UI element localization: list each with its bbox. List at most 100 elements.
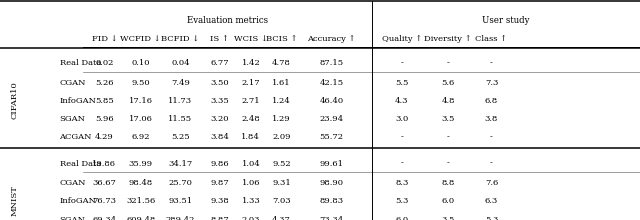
Text: WCIS ↓: WCIS ↓ xyxy=(234,35,268,43)
Text: 5.5: 5.5 xyxy=(396,79,408,87)
Text: -: - xyxy=(490,133,493,141)
Text: 5.3: 5.3 xyxy=(396,198,408,205)
Text: Diversity ↑: Diversity ↑ xyxy=(424,35,472,43)
Text: SGAN: SGAN xyxy=(60,216,86,220)
Text: 1.61: 1.61 xyxy=(272,79,291,87)
Text: 1.33: 1.33 xyxy=(241,198,260,205)
Text: 609.48: 609.48 xyxy=(126,216,156,220)
Text: 7.03: 7.03 xyxy=(272,198,291,205)
Text: 3.35: 3.35 xyxy=(210,97,229,105)
Text: ACGAN: ACGAN xyxy=(60,133,92,141)
Text: 1.04: 1.04 xyxy=(241,160,260,168)
Text: 5.25: 5.25 xyxy=(171,133,190,141)
Text: 6.3: 6.3 xyxy=(485,198,498,205)
Text: -: - xyxy=(490,59,493,67)
Text: 55.72: 55.72 xyxy=(319,133,344,141)
Text: 7.6: 7.6 xyxy=(485,179,498,187)
Text: 5.85: 5.85 xyxy=(95,97,114,105)
Text: 7.3: 7.3 xyxy=(485,79,498,87)
Text: 11.73: 11.73 xyxy=(168,97,193,105)
Text: 8.3: 8.3 xyxy=(396,179,408,187)
Text: 99.61: 99.61 xyxy=(319,160,344,168)
Text: 6.0: 6.0 xyxy=(396,216,408,220)
Text: 93.51: 93.51 xyxy=(168,198,193,205)
Text: 8.8: 8.8 xyxy=(442,179,454,187)
Text: 321.56: 321.56 xyxy=(126,198,156,205)
Text: Real Data: Real Data xyxy=(60,59,100,67)
Text: 9.87: 9.87 xyxy=(210,179,229,187)
Text: Quality ↑: Quality ↑ xyxy=(382,35,422,43)
Text: 42.15: 42.15 xyxy=(319,79,344,87)
Text: 5.3: 5.3 xyxy=(485,216,498,220)
Text: -: - xyxy=(401,59,403,67)
Text: 1.06: 1.06 xyxy=(242,179,260,187)
Text: 4.29: 4.29 xyxy=(95,133,114,141)
Text: SGAN: SGAN xyxy=(60,115,86,123)
Text: 89.83: 89.83 xyxy=(319,198,344,205)
Text: 3.0: 3.0 xyxy=(396,115,408,123)
Text: 6.92: 6.92 xyxy=(132,133,150,141)
Text: 9.50: 9.50 xyxy=(131,79,150,87)
Text: MNIST: MNIST xyxy=(10,185,18,216)
Text: 36.67: 36.67 xyxy=(92,179,116,187)
Text: 3.5: 3.5 xyxy=(442,216,454,220)
Text: WCFID ↓: WCFID ↓ xyxy=(120,35,161,43)
Text: BCFID ↓: BCFID ↓ xyxy=(161,35,200,43)
Text: -: - xyxy=(447,133,449,141)
Text: 87.15: 87.15 xyxy=(319,59,344,67)
Text: Accuracy ↑: Accuracy ↑ xyxy=(307,35,356,43)
Text: 98.90: 98.90 xyxy=(319,179,344,187)
Text: 1.84: 1.84 xyxy=(241,133,260,141)
Text: -: - xyxy=(490,160,493,168)
Text: 17.16: 17.16 xyxy=(129,97,153,105)
Text: 69.34: 69.34 xyxy=(92,216,116,220)
Text: 6.8: 6.8 xyxy=(485,97,498,105)
Text: 9.52: 9.52 xyxy=(272,160,291,168)
Text: 98.48: 98.48 xyxy=(129,179,153,187)
Text: InfoGAN: InfoGAN xyxy=(60,198,97,205)
Text: 19.86: 19.86 xyxy=(92,160,116,168)
Text: 3.50: 3.50 xyxy=(210,79,229,87)
Text: BCIS ↑: BCIS ↑ xyxy=(266,35,298,43)
Text: IS ↑: IS ↑ xyxy=(210,35,229,43)
Text: 46.40: 46.40 xyxy=(319,97,344,105)
Text: 35.99: 35.99 xyxy=(129,160,153,168)
Text: 2.71: 2.71 xyxy=(241,97,260,105)
Text: 4.37: 4.37 xyxy=(272,216,291,220)
Text: User study: User study xyxy=(483,16,530,25)
Text: 1.24: 1.24 xyxy=(272,97,291,105)
Text: Real Data: Real Data xyxy=(60,160,100,168)
Text: 0.02: 0.02 xyxy=(95,59,113,67)
Text: 0.10: 0.10 xyxy=(132,59,150,67)
Text: 5.6: 5.6 xyxy=(442,79,454,87)
Text: CGAN: CGAN xyxy=(60,79,86,87)
Text: Class ↑: Class ↑ xyxy=(476,35,508,43)
Text: CIFAR10: CIFAR10 xyxy=(10,81,18,119)
Text: -: - xyxy=(401,133,403,141)
Text: 9.31: 9.31 xyxy=(272,179,291,187)
Text: -: - xyxy=(401,160,403,168)
Text: 3.5: 3.5 xyxy=(442,115,454,123)
Text: 76.73: 76.73 xyxy=(92,198,116,205)
Text: 34.17: 34.17 xyxy=(168,160,193,168)
Text: 3.84: 3.84 xyxy=(210,133,229,141)
Text: Evaluation metrics: Evaluation metrics xyxy=(188,16,268,25)
Text: 2.09: 2.09 xyxy=(273,133,291,141)
Text: 1.42: 1.42 xyxy=(241,59,260,67)
Text: 2.48: 2.48 xyxy=(241,115,260,123)
Text: 5.26: 5.26 xyxy=(95,79,113,87)
Text: 4.3: 4.3 xyxy=(395,97,409,105)
Text: 0.04: 0.04 xyxy=(171,59,190,67)
Text: InfoGAN: InfoGAN xyxy=(60,97,97,105)
Text: 8.87: 8.87 xyxy=(210,216,229,220)
Text: -: - xyxy=(447,160,449,168)
Text: 6.77: 6.77 xyxy=(210,59,229,67)
Text: 9.86: 9.86 xyxy=(210,160,229,168)
Text: 2.03: 2.03 xyxy=(242,216,260,220)
Text: CGAN: CGAN xyxy=(60,179,86,187)
Text: 7.49: 7.49 xyxy=(171,79,190,87)
Text: 5.96: 5.96 xyxy=(95,115,114,123)
Text: 3.20: 3.20 xyxy=(211,115,228,123)
Text: -: - xyxy=(447,59,449,67)
Text: 9.38: 9.38 xyxy=(210,198,229,205)
